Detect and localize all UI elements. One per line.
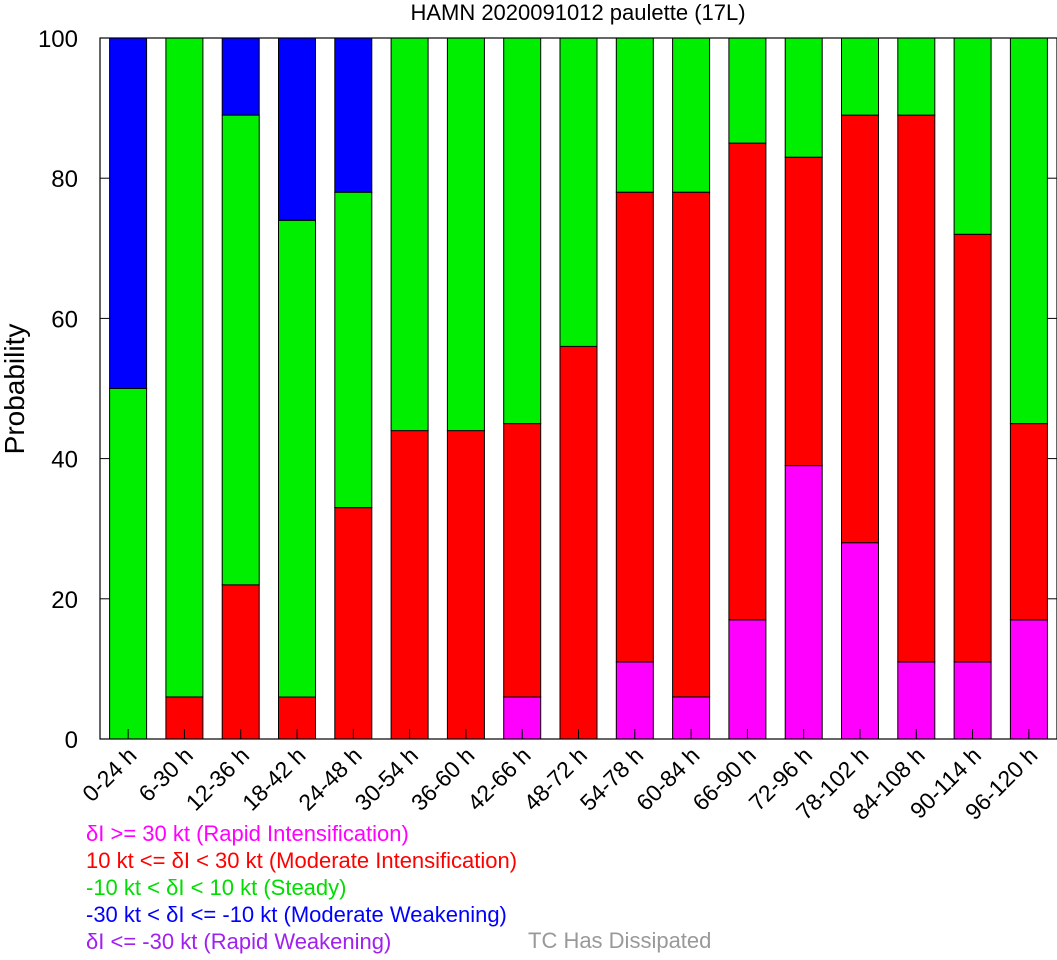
legend-rapid-weakening: δI <= -30 kt (Rapid Weakening) [86, 929, 392, 954]
y-tick-label: 100 [38, 26, 78, 53]
bar-segment-84-108h-s1 [897, 114, 936, 663]
bar-segment-54-78h-s0 [615, 661, 654, 740]
y-tick-label: 20 [51, 587, 78, 614]
bar-segment-30-54h-s2 [390, 37, 429, 432]
bar-segment-18-42h-s3 [278, 37, 316, 221]
legend: δI >= 30 kt (Rapid Intensification) 10 k… [86, 820, 517, 955]
bar-segment-24-48h-s1 [334, 507, 373, 740]
bar-segment-0-24h-s3 [109, 37, 148, 389]
bar-segment-24-48h-s3 [334, 37, 373, 193]
legend-rapid-intensification: δI >= 30 kt (Rapid Intensification) [86, 821, 409, 846]
legend-steady: -10 kt < δI < 10 kt (Steady) [86, 875, 347, 900]
bar-segment-66-90h-s1 [728, 142, 767, 621]
bar-segment-30-54h-s1 [390, 430, 429, 740]
bar-segment-6-30h-s2 [165, 37, 204, 698]
bar-segment-90-114h-s1 [953, 233, 992, 663]
bar-segment-54-78h-s2 [615, 37, 654, 193]
y-axis-label: Probability [0, 324, 30, 455]
x-tick-label: 0-24 h [77, 742, 142, 807]
bar-segment-66-90h-s0 [728, 619, 767, 740]
y-tick-label: 80 [51, 166, 78, 193]
bar-segment-66-90h-s2 [728, 37, 767, 144]
bar-segment-78-102h-s1 [841, 114, 879, 544]
bar-segment-48-72h-s2 [559, 37, 598, 347]
bar-segment-72-96h-s0 [784, 465, 823, 740]
bar-segment-48-72h-s1 [559, 345, 598, 740]
bar-segment-36-60h-s2 [446, 37, 485, 432]
bar-segment-78-102h-s2 [841, 37, 879, 116]
bar-segment-12-36h-s2 [221, 114, 260, 586]
bar-segment-60-84h-s1 [672, 191, 711, 698]
bar-segment-18-42h-s2 [278, 219, 316, 698]
bar-segment-84-108h-s2 [897, 37, 936, 116]
bar-segment-42-66h-s2 [503, 37, 542, 425]
bar-segment-0-24h-s2 [109, 388, 148, 740]
bar-segment-96-120h-s0 [1009, 619, 1048, 740]
legend-tc-dissipated: TC Has Dissipated [528, 928, 712, 953]
bar-segment-54-78h-s1 [615, 191, 654, 663]
bar-segment-72-96h-s2 [784, 37, 823, 158]
bar-segment-24-48h-s2 [334, 191, 373, 509]
legend-moderate-weakening: -30 kt < δI <= -10 kt (Moderate Weakenin… [86, 902, 507, 927]
bar-segment-60-84h-s2 [672, 37, 711, 193]
bar-segment-90-114h-s0 [953, 661, 992, 740]
bar-segment-96-120h-s1 [1009, 423, 1048, 621]
y-tick-label: 0 [65, 727, 78, 754]
bar-segment-78-102h-s0 [841, 542, 879, 740]
bar-segment-84-108h-s0 [897, 661, 936, 740]
y-tick-label: 60 [51, 306, 78, 333]
bar-segment-90-114h-s2 [953, 37, 992, 235]
y-tick-label: 40 [51, 447, 78, 474]
y-ticks-group: 0 20 40 60 80 100 [38, 26, 1057, 754]
bar-segment-42-66h-s1 [503, 423, 542, 698]
x-ticks-group: 0-24 h6-30 h12-36 h18-42 h24-48 h30-54 h… [77, 729, 1042, 825]
chart-title: HAMN 2020091012 paulette (17L) [410, 0, 745, 25]
bar-segment-96-120h-s2 [1009, 37, 1048, 425]
bar-segment-36-60h-s1 [446, 430, 485, 740]
bars-group [109, 37, 1048, 740]
legend-moderate-intensification: 10 kt <= δI < 30 kt (Moderate Intensific… [86, 848, 518, 873]
bar-segment-72-96h-s1 [784, 156, 823, 467]
bar-segment-12-36h-s1 [221, 584, 260, 740]
bar-segment-12-36h-s3 [221, 37, 260, 116]
